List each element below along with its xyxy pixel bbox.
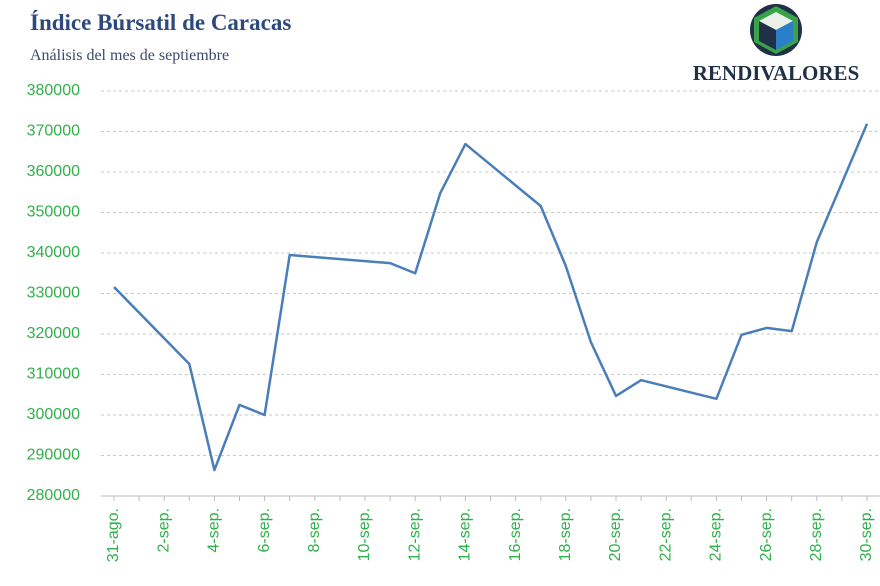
chart-subtitle: Análisis del mes de septiembre — [30, 47, 229, 64]
chart-title: Índice Búrsatil de Caracas — [30, 10, 291, 35]
brand-name: RENDIVALORES — [693, 61, 860, 85]
x-tick-label: 30-sep. — [858, 508, 875, 561]
x-tick-label: 14-sep. — [457, 508, 474, 561]
x-tick-label: 8-sep. — [306, 508, 323, 552]
x-tick-label: 10-sep. — [356, 508, 373, 561]
y-tick-label: 300000 — [27, 406, 80, 423]
y-tick-label: 380000 — [27, 82, 80, 99]
x-tick-label: 20-sep. — [607, 508, 624, 561]
x-tick-label: 12-sep. — [406, 508, 423, 561]
x-tick-label: 18-sep. — [557, 508, 574, 561]
y-tick-label: 350000 — [27, 204, 80, 221]
x-tick-label: 28-sep. — [808, 508, 825, 561]
x-tick-label: 24-sep. — [708, 508, 725, 561]
y-tick-label: 360000 — [27, 163, 80, 180]
data-line — [113, 123, 869, 472]
x-tick-label: 22-sep. — [657, 508, 674, 561]
y-tick-label: 340000 — [27, 244, 80, 261]
logo — [750, 4, 802, 56]
y-tick-label: 280000 — [27, 487, 80, 504]
y-tick-label: 330000 — [27, 285, 80, 302]
x-tick-label: 31-ago. — [105, 508, 122, 562]
y-tick-label: 370000 — [27, 123, 80, 140]
y-tick-label: 320000 — [27, 325, 80, 342]
x-tick-label: 2-sep. — [155, 508, 172, 552]
x-tick-label: 16-sep. — [507, 508, 524, 561]
x-tick-label: 6-sep. — [256, 508, 273, 552]
x-tick-label: 26-sep. — [758, 508, 775, 561]
x-tick-label: 4-sep. — [206, 508, 223, 552]
y-tick-label: 310000 — [27, 366, 80, 383]
y-tick-label: 290000 — [27, 447, 80, 464]
